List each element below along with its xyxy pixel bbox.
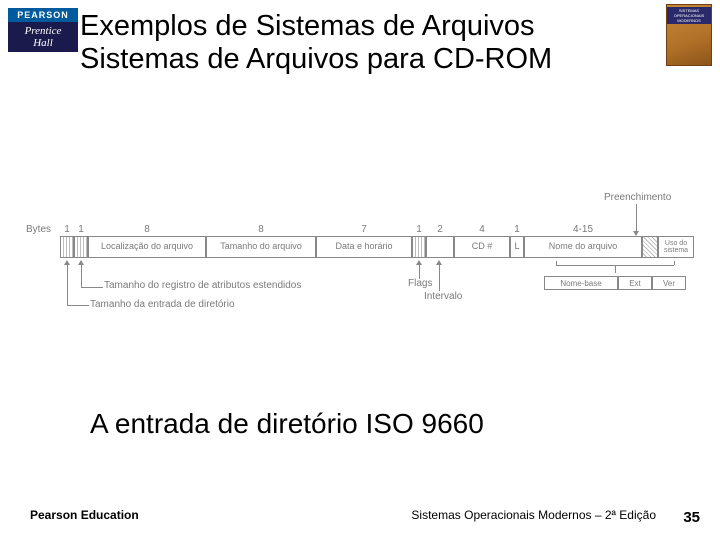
sub-ver: Ver bbox=[652, 276, 686, 290]
field-cell: Uso do sistema bbox=[658, 236, 694, 258]
logo-brand-bottom: PrenticeHall bbox=[8, 22, 78, 52]
byte-count: 4-15 bbox=[573, 224, 593, 235]
label-dir-entry-size: Tamanho da entrada de diretório bbox=[90, 299, 235, 310]
arrow-line-1 bbox=[67, 265, 68, 305]
byte-count: 1 bbox=[409, 224, 429, 235]
footer-center: Sistemas Operacionais Modernos – 2ª Ediç… bbox=[411, 508, 656, 522]
byte-count: 2 bbox=[430, 224, 450, 235]
field-cell: Nome do arquivo bbox=[524, 236, 642, 258]
label-preenchimento: Preenchimento bbox=[604, 192, 671, 203]
field-cell bbox=[60, 236, 74, 258]
slide-caption: A entrada de diretório ISO 9660 bbox=[90, 408, 484, 440]
field-cell: L bbox=[510, 236, 524, 258]
field-cell: Tamanho do arquivo bbox=[206, 236, 316, 258]
arrow-h-2 bbox=[81, 287, 103, 288]
book-cover-title: SISTEMAS OPERACIONAIS MODERNOS bbox=[667, 7, 711, 24]
field-cell bbox=[412, 236, 426, 258]
slide-title: Exemplos de Sistemas de Arquivos Sistema… bbox=[80, 10, 662, 77]
iso9660-diagram: Bytes Preenchimento Localização do arqui… bbox=[26, 196, 696, 316]
field-cell: Data e horário bbox=[316, 236, 412, 258]
arrow-line-2 bbox=[81, 265, 82, 287]
arrow-line-preench bbox=[636, 204, 637, 232]
arrow-h-1 bbox=[67, 305, 89, 306]
logo-brand-top: PEARSON bbox=[8, 8, 78, 22]
title-line1: Exemplos de Sistemas de Arquivos bbox=[80, 10, 535, 42]
book-cover-thumbnail: SISTEMAS OPERACIONAIS MODERNOS bbox=[666, 4, 712, 66]
byte-count: 1 bbox=[507, 224, 527, 235]
footer-page-number: 35 bbox=[683, 509, 700, 526]
footer-left: Pearson Education bbox=[30, 508, 139, 522]
field-cell: Localização do arquivo bbox=[88, 236, 206, 258]
title-line2: Sistemas de Arquivos para CD-ROM bbox=[80, 43, 552, 75]
bytes-label: Bytes bbox=[26, 224, 51, 235]
sub-ext: Ext bbox=[618, 276, 652, 290]
pearson-logo: PEARSON PrenticeHall bbox=[8, 8, 78, 56]
arrow-line-flags bbox=[419, 265, 420, 279]
sub-nome-base: Nome-base bbox=[544, 276, 618, 290]
label-intervalo: Intervalo bbox=[424, 291, 462, 302]
label-ext-attr: Tamanho do registro de atributos estendi… bbox=[104, 280, 301, 291]
arrow-line-intervalo bbox=[439, 265, 440, 291]
field-cell bbox=[426, 236, 454, 258]
byte-count: 4 bbox=[472, 224, 492, 235]
byte-count: 8 bbox=[137, 224, 157, 235]
field-cell: CD # bbox=[454, 236, 510, 258]
label-flags: Flags bbox=[408, 278, 432, 289]
field-cell bbox=[74, 236, 88, 258]
field-cell bbox=[642, 236, 658, 258]
byte-count: 8 bbox=[251, 224, 271, 235]
byte-count: 1 bbox=[71, 224, 91, 235]
byte-count: 7 bbox=[354, 224, 374, 235]
